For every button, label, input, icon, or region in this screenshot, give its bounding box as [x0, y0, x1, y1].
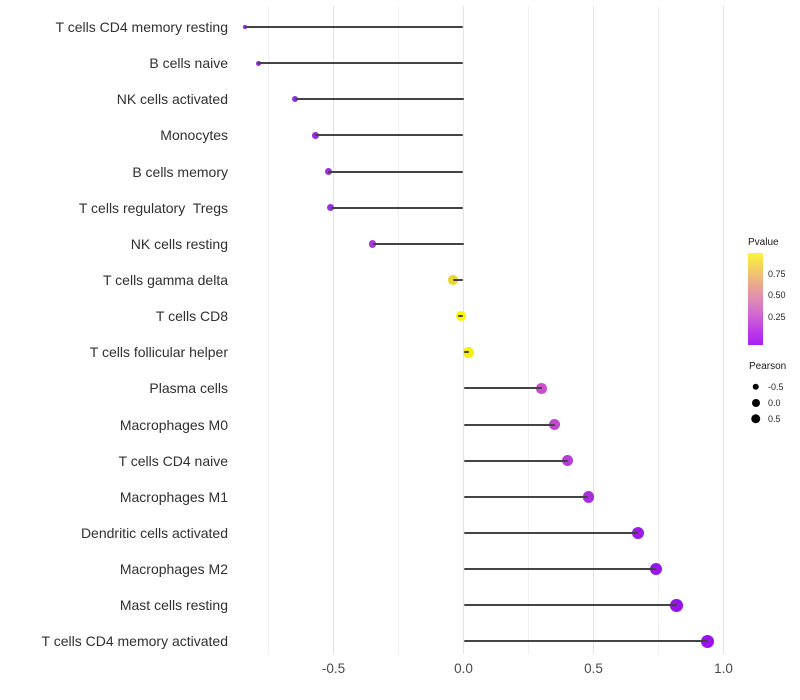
size-legend-dot [751, 398, 760, 407]
category-label: Macrophages M2 [119, 561, 228, 578]
lollipop-stem [463, 495, 589, 498]
pvalue-legend-title: Pvalue [748, 237, 779, 248]
major-gridline [723, 6, 724, 654]
lollipop-stem [245, 25, 464, 28]
pvalue-colorbar [748, 253, 763, 345]
lollipop-stem [294, 98, 464, 101]
lollipop-stem [463, 459, 568, 462]
category-label: B cells memory [132, 163, 228, 180]
lollipop-stem [463, 640, 708, 643]
category-label: Macrophages M1 [119, 488, 228, 505]
category-label: Plasma cells [149, 380, 228, 397]
lollipop-stem [463, 568, 656, 571]
category-label: T cells CD4 memory activated [41, 633, 228, 650]
lollipop-dot [701, 634, 715, 648]
major-gridline [463, 6, 464, 654]
lollipop-stem [463, 387, 542, 390]
category-label: T cells regulatory Tregs [78, 199, 228, 216]
lollipop-dot [463, 347, 474, 358]
size-legend-label: 0.5 [768, 413, 781, 424]
size-legend-dot [752, 383, 759, 390]
lollipop-dot [582, 491, 595, 503]
lollipop-dot [536, 383, 547, 394]
category-label: T cells CD8 [155, 308, 228, 325]
lollipop-stem [258, 62, 464, 65]
category-label: T cells CD4 naive [118, 452, 228, 469]
x-tick-label: 1.0 [714, 661, 733, 676]
x-tick-label: -0.5 [321, 661, 346, 676]
category-label: T cells CD4 memory resting [55, 18, 228, 35]
major-gridline [593, 6, 594, 654]
lollipop-dot [649, 563, 662, 576]
category-label: Dendritic cells activated [80, 525, 228, 541]
category-label: T cells follicular helper [89, 344, 228, 361]
major-gridline [333, 6, 334, 654]
category-label: T cells gamma delta [102, 271, 228, 288]
lollipop-stem [463, 423, 555, 426]
lollipop-stem [463, 604, 677, 607]
lollipop-stem [372, 242, 464, 245]
x-tick-label: 0.5 [584, 661, 603, 676]
size-legend-label: 0.0 [768, 397, 781, 408]
minor-gridline [528, 6, 529, 654]
lollipop-dot [562, 455, 573, 467]
colorbar-tick-label: 0.50 [768, 290, 786, 301]
size-legend-dot [750, 413, 761, 424]
lollipop-stem [463, 351, 469, 354]
minor-gridline [398, 6, 399, 654]
category-label: Macrophages M0 [119, 416, 228, 433]
category-label: NK cells resting [130, 235, 228, 252]
category-label: Monocytes [160, 127, 228, 144]
pearson-legend-title: Pearson [749, 361, 787, 372]
lollipop-stem [315, 134, 464, 137]
lollipop-dot [670, 599, 683, 612]
x-tick-label: 0.0 [454, 661, 473, 676]
lollipop-dot [631, 527, 644, 539]
category-label: B cells naive [149, 55, 228, 72]
category-label: Mast cells resting [119, 597, 228, 614]
colorbar-tick-label: 0.75 [768, 269, 786, 280]
minor-gridline [268, 6, 269, 654]
lollipop-stem [463, 532, 638, 534]
lollipop-stem [453, 278, 464, 281]
category-label: NK cells activated [116, 91, 228, 108]
lollipop-dot [549, 419, 560, 431]
lollipop-stem [330, 206, 464, 209]
size-legend-label: -0.5 [768, 381, 784, 392]
colorbar-tick-label: 0.25 [768, 311, 786, 322]
lollipop-stem [328, 170, 464, 173]
lollipop-stem [458, 315, 464, 318]
minor-gridline [658, 6, 659, 654]
